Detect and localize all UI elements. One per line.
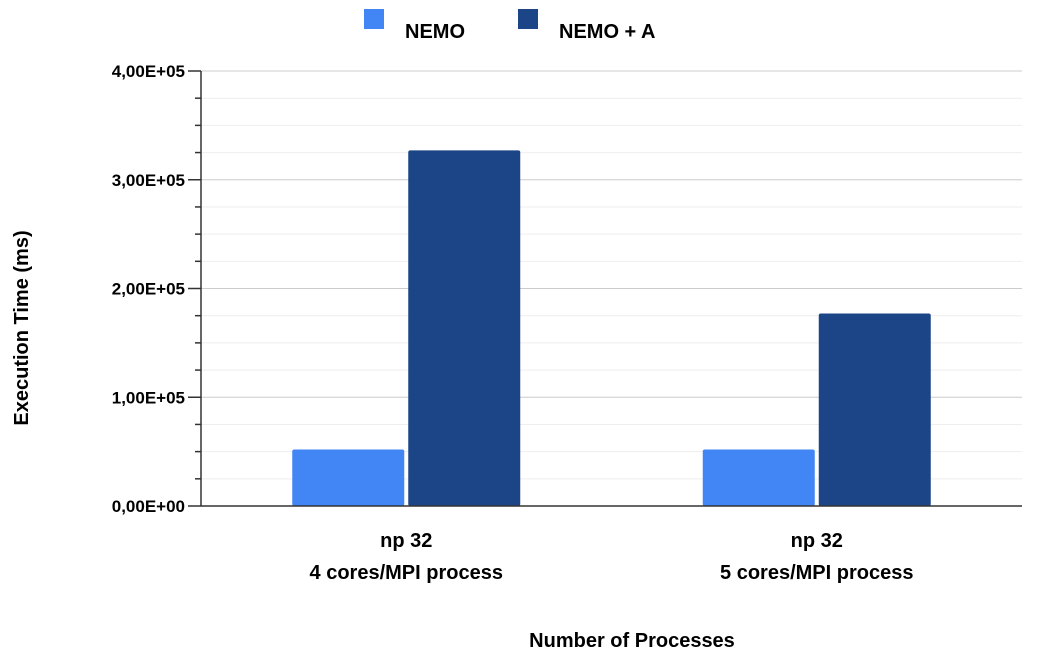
y-tick-label: 0,00E+00 xyxy=(112,497,185,516)
legend-label: NEMO xyxy=(405,21,465,43)
x-axis-category-labels: np 32 4 cores/MPI process np 32 5 cores/MPI… xyxy=(310,530,914,584)
bar-nemo-2 xyxy=(702,449,815,506)
x-category-label: np 32 xyxy=(380,530,432,552)
y-axis-ticks: 0,00E+00 1,00E+05 2,00E+05 3,00E+05 4,00E+05 xyxy=(112,62,201,516)
bar-nemo-a-1 xyxy=(408,150,521,506)
x-category-label: np 32 xyxy=(791,530,843,552)
x-axis-title: Number of Processes xyxy=(529,630,735,652)
legend: NEMO NEMO + A xyxy=(364,9,656,43)
bars xyxy=(292,150,931,506)
y-tick-label: 1,00E+05 xyxy=(112,388,185,407)
legend-label: NEMO + A xyxy=(559,21,656,43)
bar-nemo-1 xyxy=(292,449,405,506)
y-tick-label: 4,00E+05 xyxy=(112,62,185,81)
legend-swatch xyxy=(364,9,384,29)
y-tick-label: 3,00E+05 xyxy=(112,171,185,190)
x-category-label: 5 cores/MPI process xyxy=(720,562,913,584)
x-category-label: 4 cores/MPI process xyxy=(310,562,503,584)
legend-swatch xyxy=(518,9,538,29)
y-axis-title: Execution Time (ms) xyxy=(11,230,33,425)
y-tick-label: 2,00E+05 xyxy=(112,280,185,299)
gridlines xyxy=(201,70,1022,480)
bar-nemo-a-2 xyxy=(818,313,931,506)
